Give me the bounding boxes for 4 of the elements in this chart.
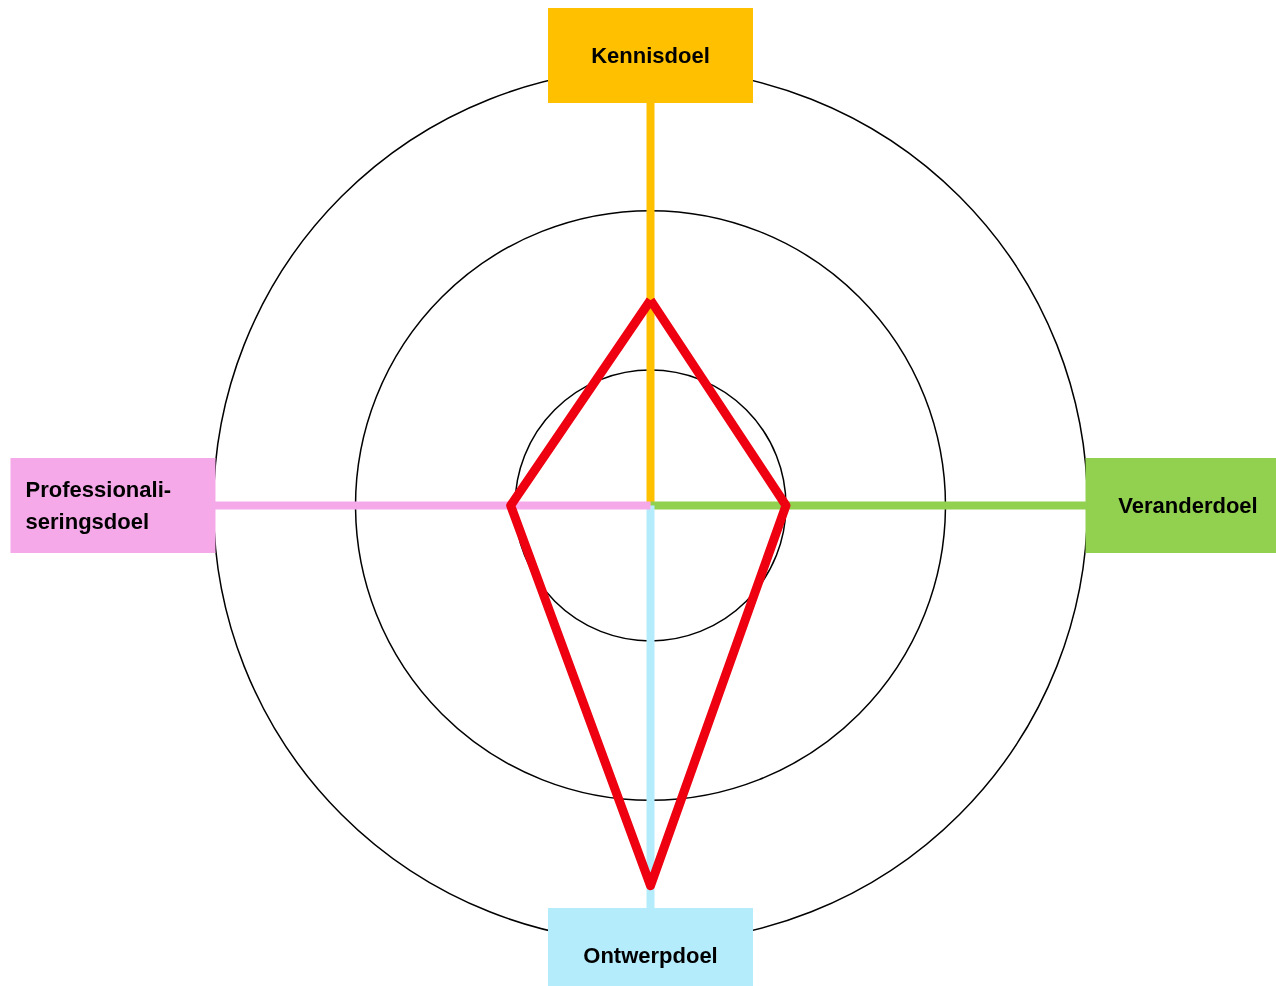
spoke-label: Veranderdoel bbox=[1118, 493, 1258, 518]
spoke-label: Kennisdoel bbox=[591, 42, 710, 68]
spoke-label: Professionali- seringsdoel bbox=[25, 476, 172, 535]
spoke-label: Ontwerpdoel bbox=[583, 943, 718, 969]
